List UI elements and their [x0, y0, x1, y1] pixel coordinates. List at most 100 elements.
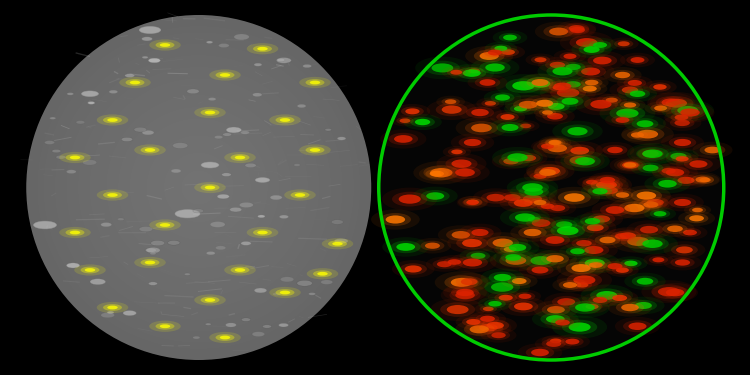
Ellipse shape — [490, 110, 525, 125]
Ellipse shape — [277, 58, 285, 62]
Ellipse shape — [556, 221, 572, 228]
Ellipse shape — [592, 215, 610, 223]
Ellipse shape — [456, 289, 474, 296]
Ellipse shape — [510, 104, 531, 113]
Ellipse shape — [660, 286, 690, 298]
Ellipse shape — [621, 128, 654, 142]
Ellipse shape — [557, 258, 605, 278]
Ellipse shape — [552, 121, 603, 142]
Ellipse shape — [509, 189, 556, 209]
Ellipse shape — [566, 81, 580, 87]
Ellipse shape — [494, 243, 526, 256]
Ellipse shape — [253, 45, 272, 52]
Ellipse shape — [299, 77, 331, 88]
Ellipse shape — [496, 112, 519, 122]
Ellipse shape — [499, 295, 513, 301]
Ellipse shape — [462, 239, 482, 247]
Ellipse shape — [280, 118, 290, 122]
Ellipse shape — [443, 284, 487, 302]
Ellipse shape — [456, 237, 488, 250]
Ellipse shape — [382, 188, 437, 211]
Ellipse shape — [506, 254, 521, 261]
Ellipse shape — [646, 199, 664, 206]
Ellipse shape — [477, 45, 513, 60]
Ellipse shape — [495, 94, 510, 100]
Ellipse shape — [526, 346, 554, 358]
Ellipse shape — [582, 174, 632, 195]
Ellipse shape — [67, 170, 76, 174]
Ellipse shape — [566, 64, 580, 70]
Ellipse shape — [467, 74, 508, 91]
Ellipse shape — [241, 242, 251, 245]
Ellipse shape — [642, 150, 663, 158]
Ellipse shape — [692, 175, 714, 184]
Ellipse shape — [97, 189, 128, 201]
Ellipse shape — [631, 127, 664, 141]
Ellipse shape — [587, 54, 617, 67]
Ellipse shape — [644, 207, 676, 220]
Ellipse shape — [303, 64, 311, 68]
Ellipse shape — [672, 175, 700, 186]
Ellipse shape — [536, 108, 574, 124]
Ellipse shape — [547, 113, 563, 120]
Ellipse shape — [664, 241, 705, 259]
Ellipse shape — [632, 197, 670, 213]
Ellipse shape — [67, 263, 80, 268]
Ellipse shape — [512, 278, 526, 284]
Ellipse shape — [413, 187, 458, 206]
Ellipse shape — [430, 171, 444, 177]
Ellipse shape — [658, 287, 680, 296]
Ellipse shape — [508, 196, 538, 209]
Ellipse shape — [638, 199, 667, 211]
Ellipse shape — [542, 111, 568, 122]
Ellipse shape — [616, 109, 638, 118]
Ellipse shape — [235, 156, 245, 159]
Ellipse shape — [252, 332, 265, 336]
Ellipse shape — [446, 229, 476, 241]
Ellipse shape — [59, 227, 91, 238]
Ellipse shape — [145, 148, 155, 152]
Ellipse shape — [338, 137, 346, 140]
Ellipse shape — [618, 86, 657, 102]
Ellipse shape — [401, 106, 424, 116]
Ellipse shape — [582, 176, 628, 195]
Ellipse shape — [478, 297, 512, 311]
Ellipse shape — [209, 98, 216, 100]
Ellipse shape — [504, 102, 537, 116]
Ellipse shape — [134, 257, 166, 268]
Ellipse shape — [580, 216, 605, 226]
Ellipse shape — [616, 302, 644, 313]
Ellipse shape — [552, 296, 580, 308]
Ellipse shape — [669, 197, 696, 208]
Ellipse shape — [622, 185, 670, 206]
Ellipse shape — [544, 315, 580, 330]
Ellipse shape — [624, 273, 666, 290]
Ellipse shape — [587, 232, 628, 248]
Ellipse shape — [658, 148, 699, 165]
Ellipse shape — [634, 224, 664, 236]
Ellipse shape — [430, 168, 452, 177]
Ellipse shape — [604, 228, 641, 244]
Ellipse shape — [551, 219, 578, 230]
Ellipse shape — [578, 258, 614, 272]
Ellipse shape — [187, 89, 200, 94]
Ellipse shape — [415, 119, 430, 125]
Ellipse shape — [494, 46, 507, 51]
Ellipse shape — [425, 61, 460, 75]
Ellipse shape — [587, 213, 615, 225]
Ellipse shape — [634, 194, 676, 211]
Ellipse shape — [542, 110, 553, 115]
Ellipse shape — [670, 153, 686, 160]
Ellipse shape — [666, 289, 684, 296]
Ellipse shape — [617, 159, 644, 171]
Ellipse shape — [592, 200, 638, 220]
Ellipse shape — [558, 190, 591, 204]
Ellipse shape — [210, 222, 225, 227]
Ellipse shape — [654, 105, 667, 111]
Ellipse shape — [483, 307, 494, 311]
Ellipse shape — [524, 170, 556, 183]
Ellipse shape — [100, 223, 112, 227]
Ellipse shape — [642, 150, 658, 157]
Ellipse shape — [590, 179, 620, 192]
Ellipse shape — [497, 48, 519, 57]
